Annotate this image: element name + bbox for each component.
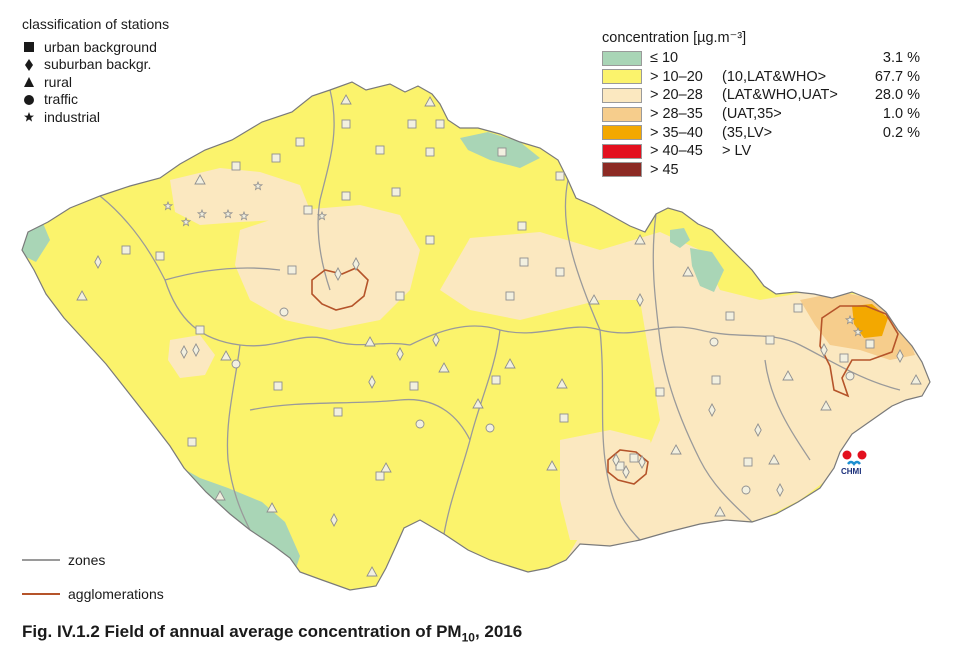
legend-range: > 20–28 <box>650 87 703 104</box>
concentration-legend: concentration [µg.m⁻³] ≤ 10 3.1 % > 10–20 (… <box>602 30 920 179</box>
legend-row-urban-background: urban background <box>22 39 169 57</box>
legend-percent: 0.2 % <box>882 124 920 141</box>
caption-text: Fig. IV.1.2 Field of annual average conc… <box>22 622 462 641</box>
legend-range: > 45 <box>650 161 679 178</box>
color-swatch <box>602 125 642 141</box>
concentration-legend-row: > 45 <box>602 161 920 180</box>
color-swatch <box>602 106 642 122</box>
agglomerations-label: agglomerations <box>68 586 164 602</box>
legend-row-industrial: industrial <box>22 109 169 127</box>
concentration-legend-row: > 28–35 (UAT,35> 1.0 % <box>602 105 920 124</box>
legend-row-agglomerations: agglomerations <box>22 586 164 602</box>
concentration-legend-row: > 10–20 (10,LAT&WHO> 67.7 % <box>602 68 920 87</box>
concentration-legend-row: > 20–28 (LAT&WHO,UAT> 28.0 % <box>602 86 920 105</box>
legend-interval: (35,LV> <box>722 124 773 141</box>
caption-subscript: 10 <box>461 630 475 645</box>
legend-percent: 3.1 % <box>882 50 920 67</box>
legend-percent: 1.0 % <box>882 106 920 123</box>
legend-label: rural <box>44 73 73 90</box>
ostrava-agglomeration <box>819 305 899 398</box>
legend-percent: 28.0 % <box>874 87 920 104</box>
legend-label: suburban backgr. <box>44 56 152 72</box>
triangle-icon <box>22 76 36 88</box>
star-icon <box>22 111 36 123</box>
legend-row-zones: zones <box>22 552 164 568</box>
legend-interval: (UAT,35> <box>722 106 782 123</box>
stations-legend: classification of stations urban backgro… <box>22 16 169 126</box>
color-swatch <box>602 50 642 66</box>
concentration-legend-row: ≤ 10 3.1 % <box>602 49 920 68</box>
stations-legend-title: classification of stations <box>22 16 170 32</box>
lines-legend: zones agglomerations <box>22 552 164 602</box>
figure-caption: Fig. IV.1.2 Field of annual average conc… <box>22 622 522 644</box>
concentration-legend-row: > 40–45 > LV <box>602 142 920 161</box>
color-swatch <box>602 69 642 85</box>
color-swatch <box>602 87 642 103</box>
agglomerations-line-swatch <box>22 593 60 595</box>
square-icon <box>22 41 36 53</box>
color-swatch <box>602 143 642 159</box>
legend-range: > 10–20 <box>650 68 703 85</box>
color-swatch <box>602 162 642 178</box>
concentration-legend-title: concentration [µg.m⁻³] <box>602 30 747 46</box>
legend-label: urban background <box>44 38 157 55</box>
zones-line-swatch <box>22 559 60 561</box>
legend-range: > 40–45 <box>650 143 703 160</box>
legend-interval: > LV <box>722 143 752 160</box>
diamond-icon <box>22 58 36 72</box>
legend-range: > 28–35 <box>650 106 703 123</box>
concentration-legend-row: > 35–40 (35,LV> 0.2 % <box>602 123 920 142</box>
legend-range: ≤ 10 <box>650 50 679 67</box>
legend-percent: 67.7 % <box>874 68 920 85</box>
legend-range: > 35–40 <box>650 124 703 141</box>
brno-agglomeration <box>607 449 649 485</box>
caption-suffix: , 2016 <box>474 622 523 641</box>
legend-row-rural: rural <box>22 74 169 92</box>
zones-label: zones <box>68 552 106 568</box>
legend-interval: (LAT&WHO,UAT> <box>722 87 838 104</box>
chmi-logo: CHMI <box>838 448 872 478</box>
circle-icon <box>22 94 36 106</box>
legend-row-suburban-background: suburban backgr. <box>22 56 169 74</box>
legend-row-traffic: traffic <box>22 91 169 109</box>
legend-label: industrial <box>44 108 101 125</box>
zone-boundaries <box>99 89 901 541</box>
legend-label: traffic <box>44 91 78 107</box>
logo-text: CHMI <box>841 467 862 476</box>
legend-interval: (10,LAT&WHO> <box>722 68 827 85</box>
